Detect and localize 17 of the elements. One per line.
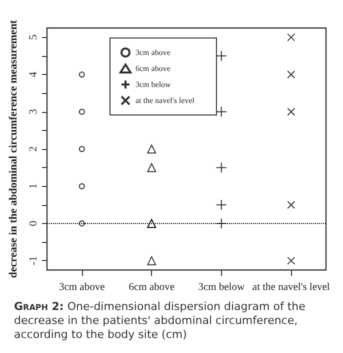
y-tick-label: 4 bbox=[28, 71, 40, 78]
y-tick-label: 0 bbox=[28, 220, 40, 226]
y-tick-label: -1 bbox=[28, 256, 40, 266]
legend-label: 3cm below bbox=[136, 80, 172, 89]
legend-label: 3cm above bbox=[136, 48, 171, 57]
caption: Graph 2: One-dimensional dispersion diagram of the decrease in the patients' abdominal circumference, according to the body site (cm) bbox=[14, 300, 306, 342]
y-tick-label: 1 bbox=[28, 183, 40, 189]
x-tick-label: 3cm below bbox=[198, 282, 245, 293]
x-tick-label: 6cm above bbox=[128, 282, 175, 293]
legend-label: 6cm above bbox=[136, 64, 171, 73]
y-tick-label: 3 bbox=[28, 108, 40, 115]
x-tick-label: at the navel's level bbox=[252, 282, 330, 293]
x-tick-label: 3cm above bbox=[58, 282, 106, 293]
legend-label: at the navel's level bbox=[136, 96, 196, 105]
y-tick-label: 5 bbox=[28, 34, 40, 40]
y-tick-label: 2 bbox=[28, 146, 40, 152]
y-axis-title: decrease in the abdominal circumference measurement bbox=[8, 20, 20, 278]
